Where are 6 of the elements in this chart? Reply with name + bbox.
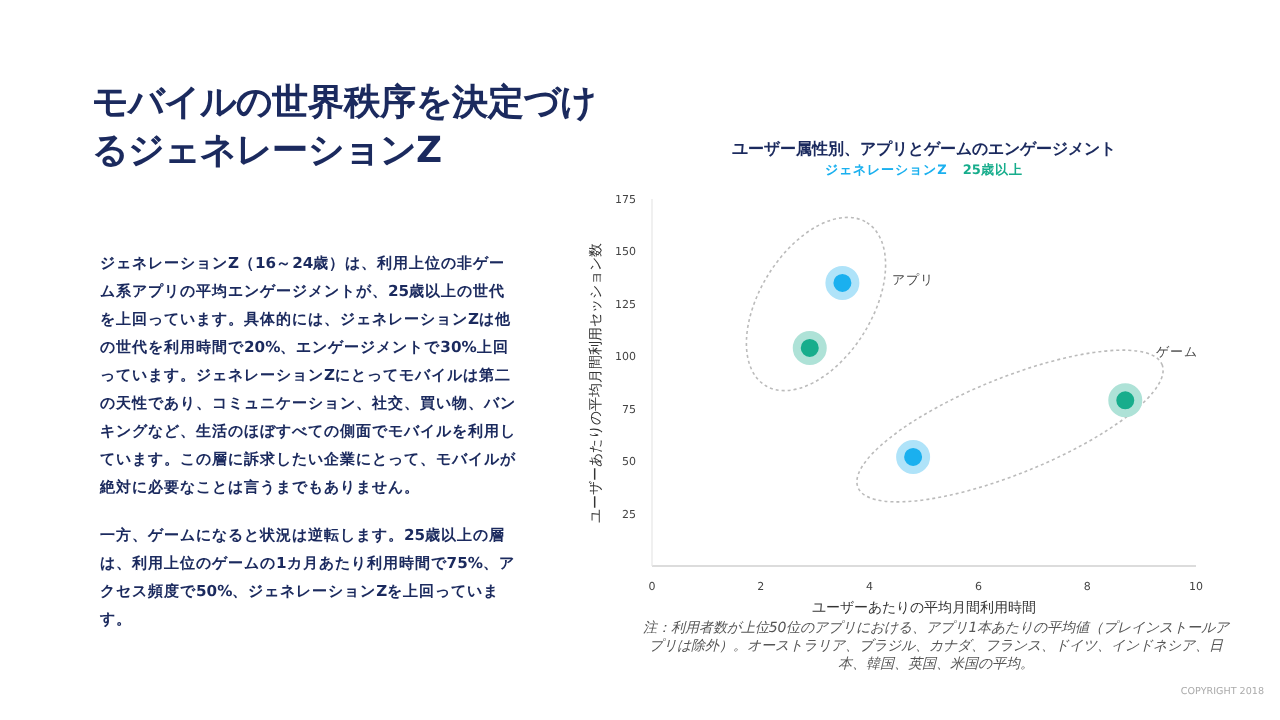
point [896, 439, 931, 474]
point [1108, 383, 1143, 418]
point [825, 265, 860, 300]
text: モバイルの世界秩序を決定づけるジェネレーションZ [92, 80, 598, 176]
chart-title: ユーザー属性別、アプリとゲームのエンゲージメント [732, 140, 1116, 158]
point [792, 330, 827, 365]
